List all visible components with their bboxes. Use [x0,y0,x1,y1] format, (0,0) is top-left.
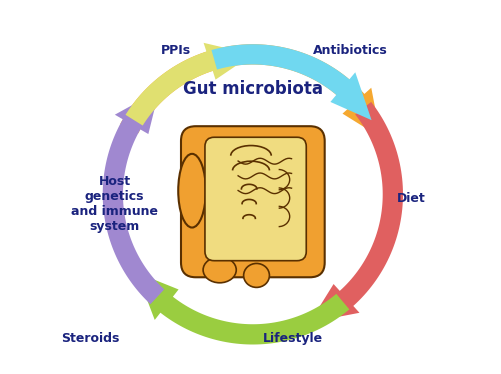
Text: Host
genetics
and immune
system: Host genetics and immune system [71,175,158,233]
Ellipse shape [178,154,205,227]
Text: Steroids: Steroids [62,332,120,344]
Text: PPIs: PPIs [160,44,190,57]
Polygon shape [103,91,164,304]
Text: Lifestyle: Lifestyle [263,332,323,344]
Ellipse shape [203,257,236,283]
Text: Gut microbiota: Gut microbiota [182,80,322,98]
Polygon shape [125,43,253,126]
Text: Diet: Diet [396,191,425,205]
FancyBboxPatch shape [204,137,306,261]
Polygon shape [120,44,380,137]
Ellipse shape [243,263,269,287]
Polygon shape [309,102,402,322]
FancyBboxPatch shape [181,126,324,277]
Polygon shape [211,44,371,120]
Polygon shape [136,273,349,344]
Text: Antibiotics: Antibiotics [313,44,387,57]
